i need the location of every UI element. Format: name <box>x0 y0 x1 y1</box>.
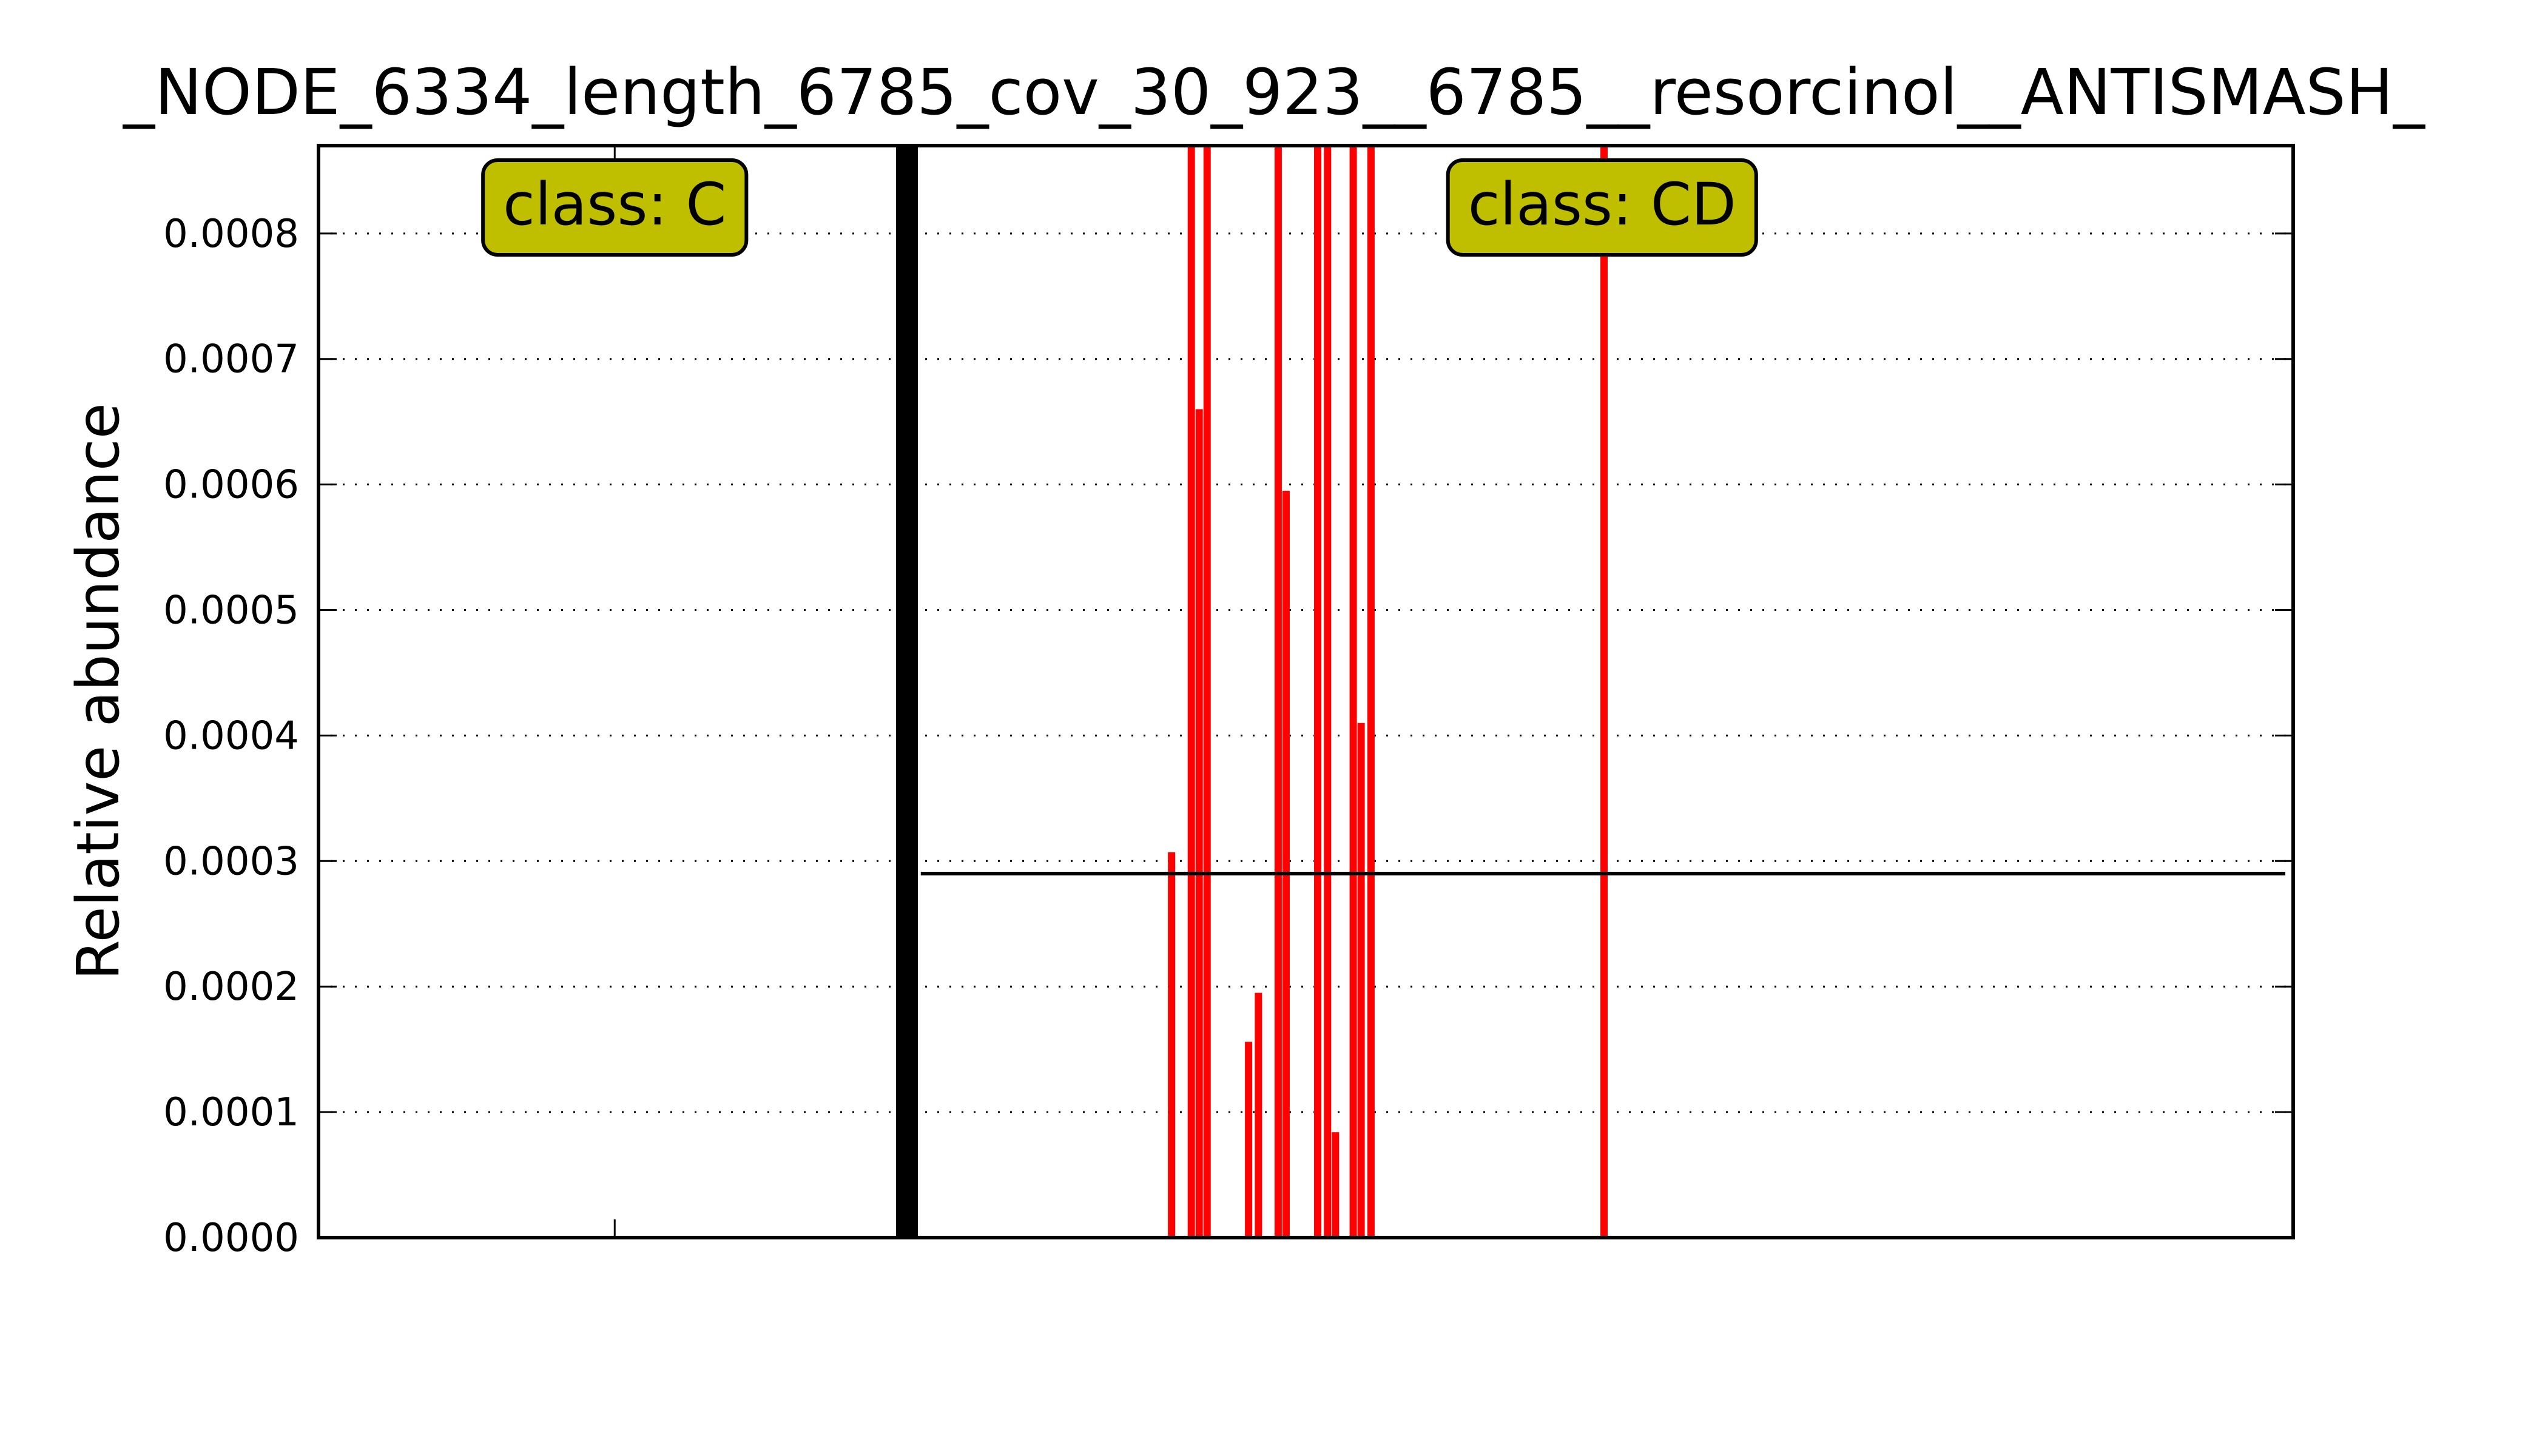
bar <box>1367 146 1375 1238</box>
bar <box>1245 1042 1253 1238</box>
y-tick-label: 0.0007 <box>163 337 299 382</box>
y-tick-label: 0.0001 <box>163 1090 299 1135</box>
y-tick-label: 0.0006 <box>163 463 299 508</box>
y-tick-label: 0.0000 <box>163 1216 299 1261</box>
y-tick-label: 0.0003 <box>163 839 299 884</box>
bar <box>1203 146 1211 1238</box>
grid-lines <box>318 232 2293 1113</box>
y-tick-label: 0.0005 <box>163 588 299 633</box>
plot-frame <box>317 144 2295 1239</box>
bar <box>1282 490 1290 1238</box>
bar <box>1357 723 1365 1238</box>
y-tick-label: 0.0004 <box>163 713 299 758</box>
bar <box>1195 409 1203 1238</box>
class-label-box <box>1446 158 1758 257</box>
overlay-layer <box>895 146 2285 1238</box>
bar <box>1255 993 1262 1238</box>
class-label-box <box>481 158 749 257</box>
bar <box>1349 146 1357 1238</box>
bar <box>1324 146 1332 1238</box>
chart-title: _NODE_6334_length_6785_cov_30_923__6785_… <box>122 55 2426 129</box>
bar <box>1168 852 1176 1238</box>
class-label: class: CD <box>1468 170 1736 238</box>
bar <box>1600 146 1608 1238</box>
bars-layer <box>1168 146 1608 1238</box>
class-label: class: C <box>503 170 726 238</box>
bar <box>1314 146 1322 1238</box>
annotations-layer: class: C class: CD <box>481 158 1758 257</box>
axes-layer: 0.0000 0.0001 0.0002 0.0003 0.0004 0.0005 0.00… <box>163 144 2295 1261</box>
boundary-bar <box>895 146 918 1238</box>
bar <box>1187 146 1195 1238</box>
bar <box>1274 146 1282 1238</box>
y-tick-label: 0.0002 <box>163 965 299 1009</box>
y-tick-label: 0.0008 <box>163 212 299 257</box>
y-axis-label: Relative abundance <box>64 403 132 980</box>
bar <box>1332 1132 1340 1238</box>
